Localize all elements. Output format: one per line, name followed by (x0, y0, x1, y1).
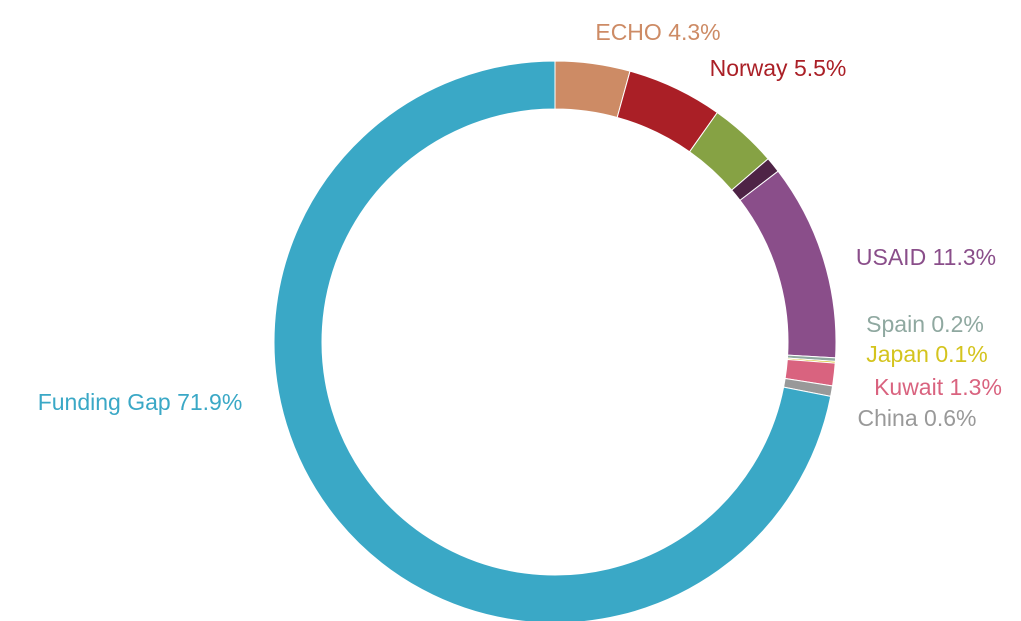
label-name: USAID (856, 244, 926, 270)
label-name: Spain (866, 311, 925, 337)
segment-label: Norway 5.5% (710, 55, 847, 81)
segment-label: Funding Gap 71.9% (38, 389, 243, 415)
label-value: 0.1% (935, 341, 987, 367)
segment-label: Spain 0.2% (866, 311, 984, 337)
label-name: ECHO (595, 19, 661, 45)
label-name: Norway (710, 55, 788, 81)
label-value: 0.6% (924, 405, 976, 431)
segment-label: Kuwait 1.3% (874, 374, 1002, 400)
segment-label: USAID 11.3% (856, 244, 996, 270)
segment-label: China 0.6% (858, 405, 977, 431)
segment-label: ECHO 4.3% (595, 19, 720, 45)
label-name: Japan (866, 341, 929, 367)
donut-segment (739, 170, 837, 359)
label-value: 4.3% (668, 19, 720, 45)
segment-label: Japan 0.1% (866, 341, 988, 367)
label-value: 0.2% (931, 311, 983, 337)
donut-segment (554, 60, 631, 119)
label-name: China (858, 405, 918, 431)
label-name: Kuwait (874, 374, 944, 400)
label-value: 71.9% (177, 389, 242, 415)
donut-segment (273, 60, 832, 621)
label-value: 5.5% (794, 55, 846, 81)
label-name: Funding Gap (38, 389, 171, 415)
label-value: 1.3% (950, 374, 1002, 400)
label-value: 11.3% (933, 244, 997, 270)
